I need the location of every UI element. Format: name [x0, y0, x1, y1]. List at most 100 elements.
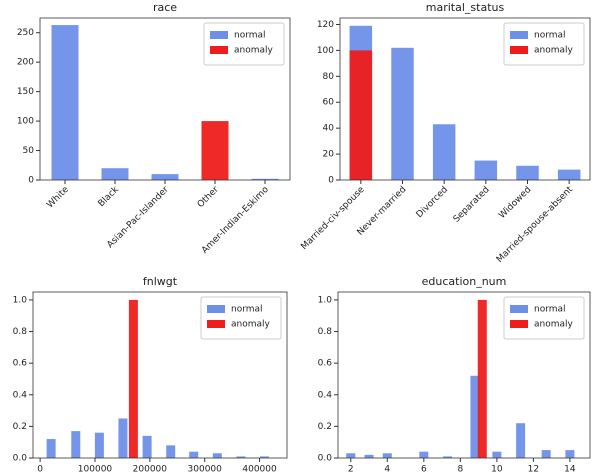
x-tick-label: 14 — [564, 465, 576, 475]
bar — [492, 451, 502, 458]
bar — [470, 375, 480, 458]
x-tick-label: 2 — [348, 465, 354, 475]
bar — [260, 456, 270, 458]
bar — [101, 168, 129, 180]
legend-frame — [200, 296, 282, 340]
plot-frame — [337, 291, 591, 459]
plot-frame — [339, 17, 591, 181]
bar — [346, 453, 356, 458]
legend-swatch — [207, 320, 225, 328]
y-tick-label: 0.6 — [13, 359, 28, 369]
y-tick-label: 0 — [328, 176, 334, 186]
legend-label: anomaly — [534, 46, 574, 56]
legend-swatch — [207, 305, 225, 313]
legend-frame — [503, 22, 585, 66]
x-tick-label: Married-spouse-absent — [495, 184, 575, 264]
x-tick-label: 100000 — [78, 465, 113, 475]
x-tick-label: Widowed — [497, 185, 533, 221]
y-tick-label: 200 — [17, 58, 34, 68]
bar — [516, 165, 539, 180]
y-tick-label: 0.2 — [13, 422, 27, 432]
chart-title: race — [153, 1, 177, 14]
legend-swatch — [210, 46, 228, 54]
bar — [474, 160, 498, 180]
bar — [477, 299, 487, 458]
legend-swatch — [210, 31, 228, 39]
bar — [382, 453, 392, 458]
bar — [364, 454, 374, 458]
legend-label: anomaly — [231, 320, 271, 330]
x-tick-label: 8 — [457, 465, 463, 475]
x-tick-label: 0 — [37, 465, 43, 475]
bar — [128, 299, 138, 458]
x-tick-label: 400000 — [242, 465, 277, 475]
bar — [516, 423, 526, 458]
bar — [166, 445, 176, 458]
bar — [142, 435, 152, 458]
legend-swatch — [510, 305, 528, 313]
x-tick-label: Divorced — [415, 185, 450, 220]
bar — [541, 450, 551, 458]
bar — [201, 121, 229, 180]
legend-swatch — [510, 320, 528, 328]
legend-swatch — [510, 46, 528, 54]
y-tick-label: 60 — [323, 98, 335, 108]
y-tick-label: 50 — [23, 146, 35, 156]
bar — [151, 174, 179, 180]
y-tick-label: 100 — [17, 117, 34, 127]
y-tick-label: 0.6 — [318, 359, 333, 369]
x-tick-label: 4 — [384, 465, 390, 475]
legend-frame — [203, 22, 285, 66]
x-tick-label: 6 — [421, 465, 427, 475]
legend-label: normal — [231, 305, 263, 315]
y-tick-label: 1.0 — [318, 295, 333, 305]
legend-label: anomaly — [534, 320, 574, 330]
bar — [118, 418, 128, 458]
legend-frame — [503, 296, 585, 340]
y-tick-label: 0.4 — [13, 390, 28, 400]
plot-frame — [32, 291, 288, 459]
bar — [565, 450, 575, 458]
x-tick-label: Separated — [452, 185, 492, 225]
bar — [51, 25, 79, 180]
chart-title: fnlwgt — [143, 275, 178, 288]
bar — [251, 178, 279, 180]
y-tick-label: 150 — [17, 87, 34, 97]
y-tick-label: 80 — [323, 72, 335, 82]
bar — [94, 432, 104, 458]
y-tick-label: 0.0 — [318, 454, 333, 464]
x-tick-label: 300000 — [188, 465, 223, 475]
y-tick-label: 1.0 — [13, 295, 28, 305]
x-tick-label: Other — [196, 185, 221, 210]
bar — [419, 451, 429, 458]
bar — [443, 456, 453, 458]
x-tick-label: 200000 — [133, 465, 168, 475]
y-tick-label: 0.2 — [318, 422, 332, 432]
bar — [236, 456, 246, 458]
y-tick-label: 0.0 — [13, 454, 28, 464]
bar — [71, 431, 81, 458]
bar — [391, 47, 414, 180]
x-tick-label: 12 — [528, 465, 539, 475]
y-tick-label: 20 — [323, 150, 335, 160]
y-tick-label: 40 — [323, 124, 335, 134]
legend-swatch — [510, 31, 528, 39]
bar — [557, 169, 581, 180]
y-tick-label: 0.8 — [318, 327, 333, 337]
y-tick-label: 100 — [317, 46, 334, 56]
x-tick-label: 10 — [491, 465, 503, 475]
legend-label: anomaly — [234, 46, 274, 56]
legend-label: normal — [534, 31, 566, 41]
legend-label: normal — [534, 305, 566, 315]
x-tick-label: Married-civ-spouse — [299, 184, 367, 252]
chart-title: marital_status — [426, 1, 505, 14]
plot-frame — [39, 17, 291, 181]
bar — [212, 453, 222, 458]
chart-title: education_num — [422, 275, 507, 288]
y-tick-label: 0.8 — [13, 327, 28, 337]
y-tick-label: 250 — [17, 28, 34, 38]
x-tick-label: White — [45, 184, 71, 210]
y-tick-label: 0 — [28, 176, 34, 186]
bar — [349, 50, 373, 181]
